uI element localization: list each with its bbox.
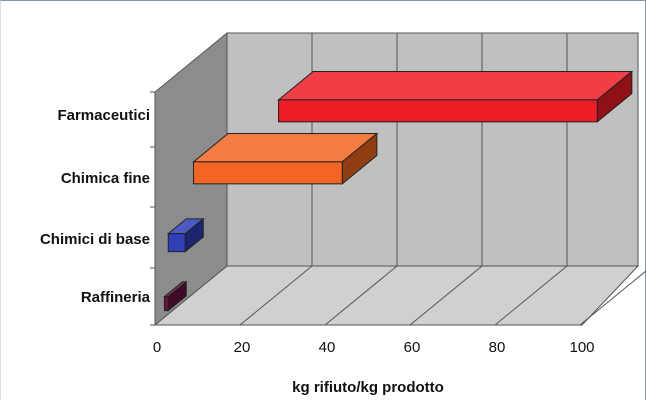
x-axis-title: kg rifiuto/kg prodotto: [292, 379, 444, 396]
bar-top-farmaceutici: [277, 71, 634, 101]
x-axis-tick-labels: 0 20 40 60 80 100: [153, 339, 595, 356]
bar-chimici-di-base: [166, 217, 205, 253]
x-tick-label-60: 60: [404, 339, 421, 356]
bar-farmaceutici: [277, 70, 634, 123]
gridline-floor-80: [494, 265, 568, 326]
bar-front-chimica-fine: [193, 161, 343, 185]
gridline-floor-60: [409, 265, 483, 326]
bar-front-chimici-di-base: [167, 233, 186, 253]
category-label-raffineria: Raffineria: [81, 289, 151, 306]
bar-front-raffineria: [163, 296, 169, 312]
category-label-farmaceutici: Farmaceutici: [57, 107, 150, 124]
category-labels: Farmaceutici Chimica fine Chimici di bas…: [40, 107, 151, 306]
bar-chimica-fine: [192, 132, 379, 185]
y-axis-ticks: [150, 91, 155, 326]
x-tick-label-100: 100: [569, 339, 594, 356]
x-tick-label-80: 80: [489, 339, 506, 356]
gridline-floor-100: [579, 270, 646, 326]
bars: [163, 70, 634, 312]
gridline-floor-40: [324, 265, 398, 326]
category-label-chimici-di-base: Chimici di base: [40, 231, 150, 248]
category-label-chimica-fine: Chimica fine: [61, 170, 150, 187]
bar-raffineria: [163, 280, 188, 312]
gridline-floor-20: [239, 265, 313, 326]
x-tick-label-0: 0: [153, 339, 161, 356]
x-tick-label-20: 20: [234, 339, 251, 356]
x-tick-label-40: 40: [319, 339, 336, 356]
chart-floor: [153, 265, 640, 326]
bar-front-farmaceutici: [278, 99, 598, 123]
